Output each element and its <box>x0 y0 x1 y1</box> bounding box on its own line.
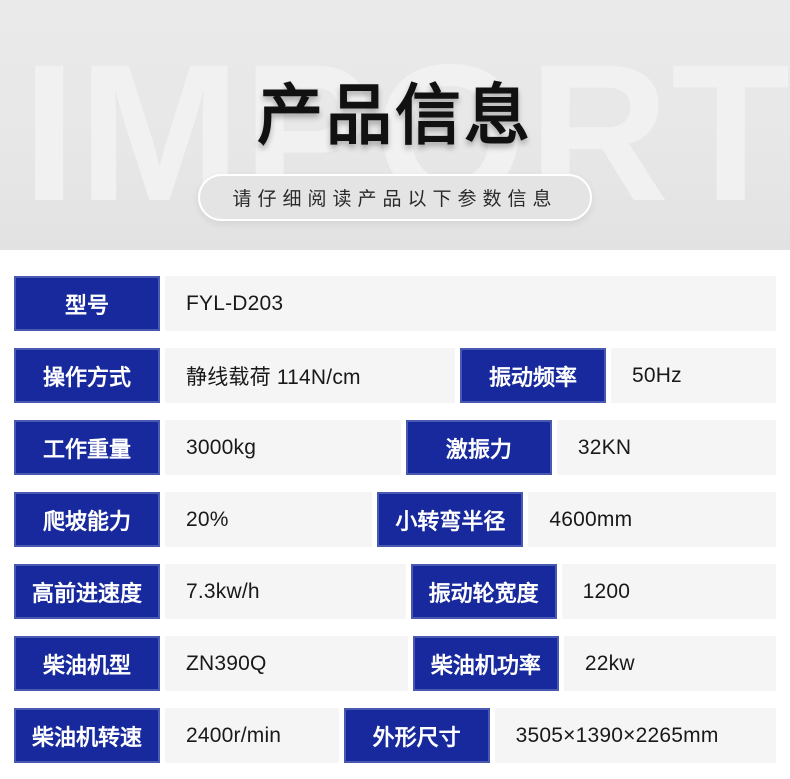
spec-label: 激振力 <box>405 420 552 475</box>
spec-value: 2400r/min <box>165 708 339 763</box>
spec-row: 柴油机转速 2400r/min 外形尺寸 3505×1390×2265mm <box>14 708 776 763</box>
spec-label: 小转弯半径 <box>377 492 524 547</box>
spec-label: 高前进速度 <box>14 564 160 619</box>
spec-value: 32KN <box>556 420 777 475</box>
spec-value: 7.3kw/h <box>165 564 406 619</box>
page-title: 产品信息 <box>257 78 533 152</box>
spec-label: 爬坡能力 <box>14 492 160 547</box>
spec-value: 1200 <box>561 564 776 619</box>
spec-row: 爬坡能力 20% 小转弯半径 4600mm <box>14 492 777 547</box>
spec-value: 50Hz <box>610 348 777 403</box>
spec-table: 型号 FYL-D203 操作方式 静线载荷 114N/cm 振动频率 50Hz … <box>0 250 790 763</box>
spec-value: 3505×1390×2265mm <box>494 708 776 763</box>
spec-value: ZN390Q <box>165 636 408 691</box>
spec-value: 4600mm <box>528 492 777 547</box>
spec-value: FYL-D203 <box>165 276 776 331</box>
header: IMPORT 产品信息 请仔细阅读产品以下参数信息 <box>0 0 790 250</box>
spec-value: 静线载荷 114N/cm <box>165 348 455 403</box>
subtitle-text: 请仔细阅读产品以下参数信息 <box>232 188 558 210</box>
spec-value: 22kw <box>563 636 776 691</box>
spec-value: 20% <box>165 492 373 547</box>
spec-row: 操作方式 静线载荷 114N/cm 振动频率 50Hz <box>14 348 777 403</box>
subtitle-pill: 请仔细阅读产品以下参数信息 <box>198 173 592 221</box>
spec-label: 柴油机功率 <box>412 636 559 691</box>
spec-label: 型号 <box>14 276 160 331</box>
spec-label: 柴油机型 <box>14 636 160 691</box>
spec-row: 柴油机型 ZN390Q 柴油机功率 22kw <box>14 636 776 691</box>
spec-label: 振动轮宽度 <box>410 564 557 619</box>
spec-row: 型号 FYL-D203 <box>14 276 776 331</box>
spec-row: 高前进速度 7.3kw/h 振动轮宽度 1200 <box>14 564 776 619</box>
spec-value: 3000kg <box>165 420 401 475</box>
spec-label: 操作方式 <box>14 348 160 403</box>
spec-label: 外形尺寸 <box>343 708 490 763</box>
spec-label: 柴油机转速 <box>14 708 160 763</box>
spec-label: 工作重量 <box>14 420 160 475</box>
header-content: 产品信息 请仔细阅读产品以下参数信息 <box>0 0 790 221</box>
spec-row: 工作重量 3000kg 激振力 32KN <box>14 420 777 475</box>
spec-label: 振动频率 <box>459 348 606 403</box>
